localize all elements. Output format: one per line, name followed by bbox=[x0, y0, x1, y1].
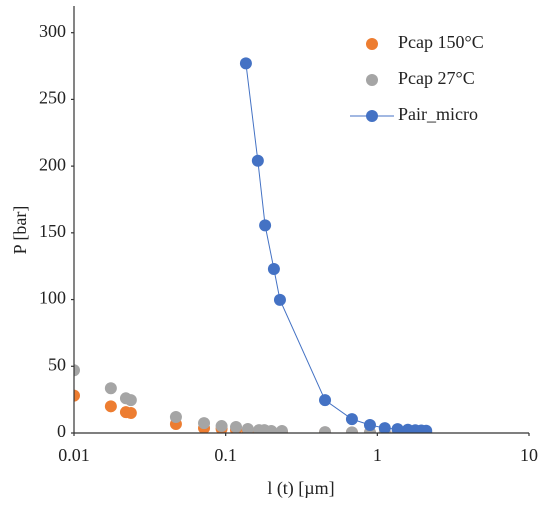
point bbox=[124, 394, 137, 407]
point bbox=[239, 57, 252, 70]
point bbox=[104, 382, 117, 395]
point bbox=[319, 394, 332, 407]
x-axis-label: l (t) [µm] bbox=[267, 478, 334, 499]
legend-label: Pcap 150°C bbox=[398, 32, 484, 52]
point bbox=[319, 426, 332, 433]
point bbox=[74, 389, 80, 402]
y-axis-label: P [bar] bbox=[10, 206, 30, 255]
point bbox=[169, 410, 182, 423]
point bbox=[74, 364, 80, 377]
legend-label: Pair_micro bbox=[398, 104, 478, 124]
x-tick-label: 0.1 bbox=[214, 445, 237, 465]
y-tick-label: 100 bbox=[39, 288, 66, 308]
point bbox=[273, 293, 286, 306]
x-tick-label: 0.01 bbox=[58, 445, 90, 465]
y-tick-label: 0 bbox=[57, 421, 66, 441]
point bbox=[265, 425, 278, 433]
x-tick-label: 1 bbox=[373, 445, 382, 465]
point bbox=[215, 420, 228, 433]
point bbox=[363, 418, 376, 431]
point bbox=[259, 219, 272, 232]
point bbox=[345, 426, 358, 433]
point bbox=[124, 406, 137, 419]
x-tick-label: 10 bbox=[520, 445, 538, 465]
point bbox=[198, 417, 211, 430]
plot-area bbox=[74, 57, 433, 433]
legend-marker bbox=[366, 38, 378, 50]
y-tick-label: 150 bbox=[39, 221, 66, 241]
point bbox=[420, 424, 433, 433]
point bbox=[391, 423, 404, 433]
y-tick-label: 50 bbox=[48, 354, 66, 374]
point bbox=[345, 413, 358, 426]
point bbox=[378, 422, 391, 433]
legend-marker bbox=[366, 110, 378, 122]
point bbox=[251, 154, 264, 167]
point bbox=[267, 263, 280, 276]
point bbox=[275, 425, 288, 433]
y-tick-label: 200 bbox=[39, 154, 66, 174]
legend-marker bbox=[366, 74, 378, 86]
legend-label: Pcap 27°C bbox=[398, 68, 475, 88]
point bbox=[104, 400, 117, 413]
point bbox=[241, 422, 254, 433]
y-tick-label: 250 bbox=[39, 88, 66, 108]
point bbox=[230, 420, 243, 433]
y-tick-label: 300 bbox=[39, 21, 66, 41]
